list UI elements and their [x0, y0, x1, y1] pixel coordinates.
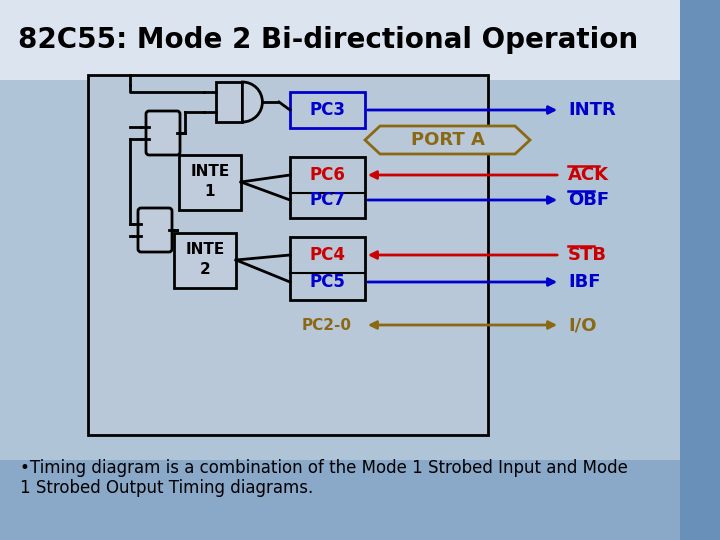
- Text: PC3: PC3: [310, 101, 346, 119]
- Text: PC2-0: PC2-0: [302, 318, 352, 333]
- Bar: [680, 0, 720, 540]
- FancyBboxPatch shape: [146, 111, 180, 155]
- Bar: [0, 460, 720, 540]
- Bar: [179, 154, 241, 210]
- Text: IBF: IBF: [568, 273, 600, 291]
- Text: OBF: OBF: [568, 191, 609, 209]
- Bar: [290, 237, 365, 300]
- Bar: [0, 0, 720, 80]
- Text: PORT A: PORT A: [410, 131, 485, 149]
- Polygon shape: [365, 126, 530, 154]
- Text: STB: STB: [568, 246, 607, 264]
- Wedge shape: [243, 82, 262, 122]
- Text: 2: 2: [199, 262, 210, 278]
- Bar: [290, 157, 365, 218]
- Text: 82C55: Mode 2 Bi-directional Operation: 82C55: Mode 2 Bi-directional Operation: [18, 26, 638, 54]
- Text: PC5: PC5: [310, 273, 346, 291]
- Bar: [0, 525, 680, 540]
- Text: I/O: I/O: [568, 316, 596, 334]
- Text: PC4: PC4: [310, 246, 346, 264]
- Text: PC6: PC6: [310, 166, 346, 184]
- Text: PC7: PC7: [310, 191, 346, 209]
- Text: 1 Strobed Output Timing diagrams.: 1 Strobed Output Timing diagrams.: [20, 479, 313, 497]
- Text: •Timing diagram is a combination of the Mode 1 Strobed Input and Mode: •Timing diagram is a combination of the …: [20, 459, 628, 477]
- Text: INTE: INTE: [190, 165, 230, 179]
- Bar: [0, 80, 720, 460]
- Bar: [174, 233, 236, 287]
- Bar: [290, 92, 365, 128]
- FancyBboxPatch shape: [138, 208, 172, 252]
- Text: 1: 1: [204, 185, 215, 199]
- Bar: [216, 82, 243, 122]
- Text: ACK: ACK: [568, 166, 609, 184]
- Text: INTE: INTE: [185, 242, 225, 258]
- Bar: [88, 75, 488, 435]
- Text: INTR: INTR: [568, 101, 616, 119]
